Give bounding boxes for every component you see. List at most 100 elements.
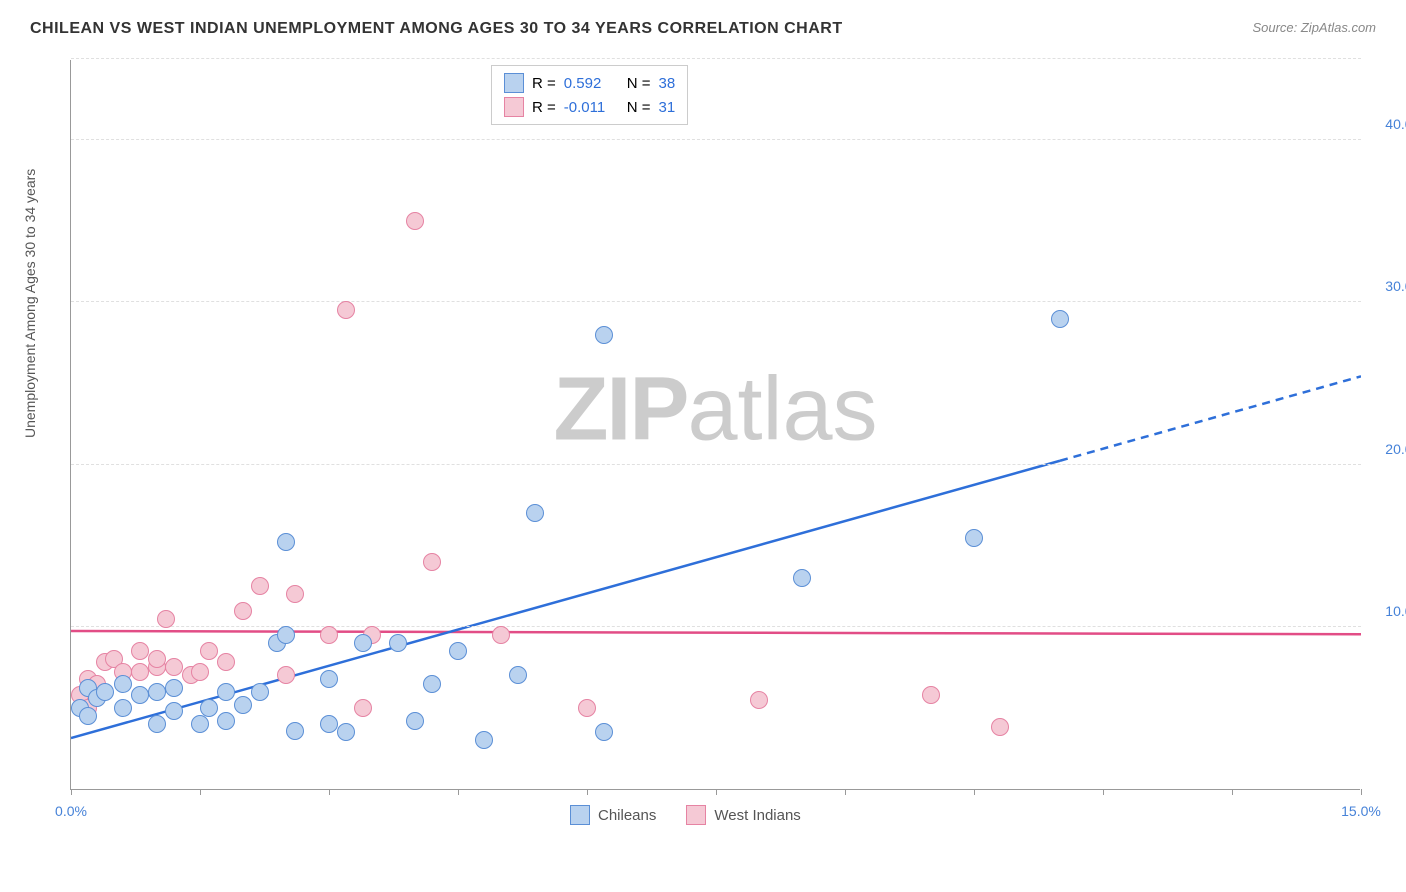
gridline <box>71 626 1361 627</box>
x-tick <box>587 789 588 795</box>
series-label-west-indians: West Indians <box>714 807 800 824</box>
chileans-point <box>423 675 441 693</box>
n-label: N = <box>627 75 651 92</box>
series-swatch-chileans <box>570 805 590 825</box>
y-tick-label: 10.0% <box>1385 603 1406 619</box>
legend-swatch-west-indians <box>504 97 524 117</box>
west-indians-point <box>578 699 596 717</box>
x-tick <box>200 789 201 795</box>
plot-area: ZIPatlas R = 0.592 N = 38 R = -0.011 N =… <box>70 60 1360 790</box>
west-indians-point <box>148 650 166 668</box>
west-indians-point <box>157 610 175 628</box>
gridline <box>71 301 1361 302</box>
correlation-legend: R = 0.592 N = 38 R = -0.011 N = 31 <box>491 65 688 125</box>
west-indians-point <box>423 553 441 571</box>
west-indians-point <box>922 686 940 704</box>
y-axis-label: Unemployment Among Ages 30 to 34 years <box>22 169 38 438</box>
series-legend-chileans: Chileans <box>570 805 656 825</box>
west-indians-point <box>217 653 235 671</box>
chileans-point <box>114 675 132 693</box>
chileans-point <box>1051 310 1069 328</box>
x-tick-label: 0.0% <box>55 803 87 819</box>
x-tick <box>1232 789 1233 795</box>
series-label-chileans: Chileans <box>598 807 656 824</box>
west-indians-point <box>191 663 209 681</box>
chileans-point <box>337 723 355 741</box>
chileans-point <box>354 634 372 652</box>
r-label: R = <box>532 99 556 116</box>
chileans-point <box>148 683 166 701</box>
n-label: N = <box>627 99 651 116</box>
chileans-point <box>114 699 132 717</box>
chileans-point <box>217 683 235 701</box>
gridline <box>71 139 1361 140</box>
chileans-point <box>165 679 183 697</box>
chileans-point <box>131 686 149 704</box>
chileans-point <box>217 712 235 730</box>
chileans-point <box>793 569 811 587</box>
r-value-west-indians: -0.011 <box>564 99 619 116</box>
west-indians-point <box>286 585 304 603</box>
series-legend: Chileans West Indians <box>570 805 801 825</box>
r-value-chileans: 0.592 <box>564 75 619 92</box>
x-tick <box>458 789 459 795</box>
chileans-point <box>509 666 527 684</box>
west-indians-point <box>320 626 338 644</box>
x-tick <box>329 789 330 795</box>
watermark-zip: ZIP <box>553 359 687 459</box>
y-tick-label: 30.0% <box>1385 278 1406 294</box>
chart-title: CHILEAN VS WEST INDIAN UNEMPLOYMENT AMON… <box>30 20 1376 38</box>
chileans-point <box>277 626 295 644</box>
y-tick-label: 40.0% <box>1385 116 1406 132</box>
chileans-point <box>475 731 493 749</box>
chileans-point <box>148 715 166 733</box>
x-tick <box>1361 789 1362 795</box>
chileans-point <box>165 702 183 720</box>
chileans-point <box>965 529 983 547</box>
y-tick-label: 20.0% <box>1385 441 1406 457</box>
n-value-west-indians: 31 <box>659 99 676 116</box>
series-legend-west-indians: West Indians <box>686 805 800 825</box>
west-indians-point <box>991 718 1009 736</box>
chileans-point <box>79 707 97 725</box>
chileans-point <box>320 670 338 688</box>
series-swatch-west-indians <box>686 805 706 825</box>
west-indians-point <box>251 577 269 595</box>
x-tick-label: 15.0% <box>1341 803 1381 819</box>
west-indians-point <box>337 301 355 319</box>
legend-swatch-chileans <box>504 73 524 93</box>
chileans-point <box>200 699 218 717</box>
x-tick <box>716 789 717 795</box>
gridline <box>71 464 1361 465</box>
chileans-point <box>277 533 295 551</box>
x-tick <box>845 789 846 795</box>
west-indians-point <box>492 626 510 644</box>
chileans-point <box>389 634 407 652</box>
gridline <box>71 58 1361 59</box>
x-tick <box>1103 789 1104 795</box>
west-indians-point <box>406 212 424 230</box>
chileans-point <box>320 715 338 733</box>
trend-lines <box>71 60 1361 790</box>
chileans-point <box>595 326 613 344</box>
chileans-point <box>595 723 613 741</box>
west-indians-point <box>165 658 183 676</box>
chileans-point <box>191 715 209 733</box>
source-attribution: Source: ZipAtlas.com <box>1252 20 1376 35</box>
west-indians-point <box>131 642 149 660</box>
chileans-point <box>234 696 252 714</box>
west-indians-point <box>131 663 149 681</box>
chileans-point <box>406 712 424 730</box>
chart-area: ZIPatlas R = 0.592 N = 38 R = -0.011 N =… <box>70 60 1360 790</box>
x-tick <box>974 789 975 795</box>
x-tick <box>71 789 72 795</box>
r-label: R = <box>532 75 556 92</box>
correlation-row-chileans: R = 0.592 N = 38 <box>504 71 675 95</box>
chileans-point <box>251 683 269 701</box>
west-indians-point <box>750 691 768 709</box>
chileans-point <box>286 722 304 740</box>
chileans-point <box>96 683 114 701</box>
correlation-row-west-indians: R = -0.011 N = 31 <box>504 95 675 119</box>
west-indians-point <box>354 699 372 717</box>
chileans-point <box>449 642 467 660</box>
